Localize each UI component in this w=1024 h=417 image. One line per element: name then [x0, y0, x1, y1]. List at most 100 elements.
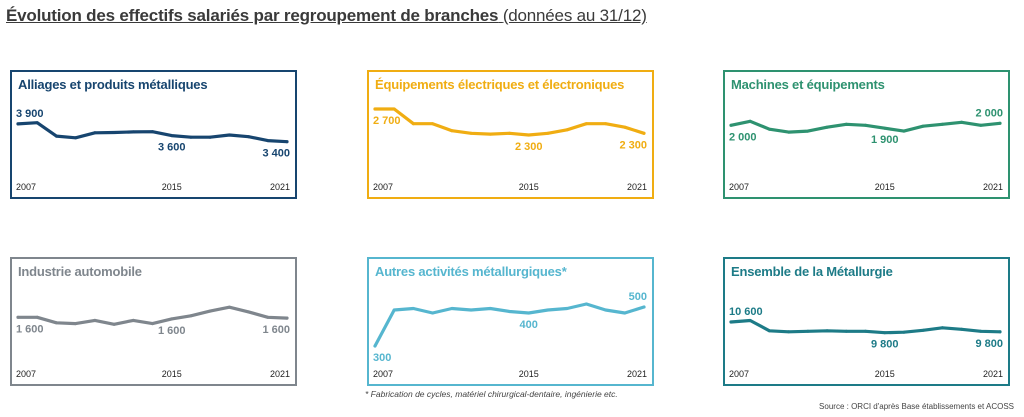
data-point — [392, 308, 396, 312]
chart-panel: Industrie automobile 2007 2015 2021 1 600 1 6… — [10, 257, 297, 386]
data-point — [604, 122, 608, 126]
data-point — [940, 326, 944, 330]
chart-title: Ensemble de la Métallurgie — [731, 264, 893, 279]
data-point — [883, 331, 887, 335]
data-label: 3 400 — [262, 148, 290, 160]
data-point — [16, 122, 20, 126]
data-point — [266, 315, 270, 319]
x-tick-label: 2021 — [270, 369, 290, 379]
data-point — [431, 122, 435, 126]
line-chart: 2007 2015 2021 300 400 500 — [373, 291, 647, 379]
x-tick-label: 2007 — [729, 369, 749, 379]
x-tick-label: 2015 — [162, 182, 182, 192]
data-point — [431, 311, 435, 315]
data-point — [902, 129, 906, 133]
data-point — [902, 330, 906, 334]
data-label: 2 300 — [619, 139, 647, 151]
data-point — [565, 307, 569, 310]
data-label: 2 300 — [515, 141, 543, 153]
title-sub: (données au 31/12) — [502, 6, 647, 25]
chart-title: Autres activités métallurgiques* — [375, 264, 567, 279]
data-point — [604, 308, 608, 312]
data-point — [189, 135, 193, 139]
data-point — [227, 133, 231, 137]
data-point — [787, 330, 791, 334]
data-point — [285, 140, 289, 144]
data-point — [748, 319, 752, 322]
data-point — [844, 122, 848, 126]
chart-title: Machines et équipements — [731, 77, 885, 92]
line-chart: 2007 2015 2021 3 900 3 600 3 400 — [16, 108, 290, 192]
data-point — [469, 131, 473, 135]
data-point — [112, 322, 116, 326]
line-chart: 2007 2015 2021 2 000 1 900 2 000 — [729, 107, 1003, 192]
data-point — [748, 119, 752, 123]
data-point — [546, 131, 550, 135]
data-point — [729, 320, 733, 324]
data-point — [16, 315, 20, 319]
chart-title: Industrie automobile — [18, 264, 142, 279]
data-point — [960, 120, 964, 124]
data-point — [623, 125, 627, 129]
data-point — [960, 327, 964, 331]
chart-panel: Ensemble de la Métallurgie 2007 2015 2021 10… — [723, 257, 1010, 386]
data-label: 1 600 — [158, 325, 186, 337]
data-label: 2 700 — [373, 115, 401, 127]
chart-panel: Machines et équipements 2007 2015 2021 2 000… — [723, 70, 1010, 199]
x-tick-label: 2015 — [519, 182, 539, 192]
data-point — [642, 305, 646, 309]
data-point — [54, 321, 58, 325]
data-point — [35, 121, 39, 125]
data-point — [392, 107, 396, 111]
data-point — [450, 307, 454, 310]
data-point — [469, 308, 473, 312]
page-title: Évolution des effectifs salariés par reg… — [6, 6, 647, 26]
title-main: Évolution des effectifs salariés par reg… — [6, 6, 499, 25]
line-chart: 2007 2015 2021 1 600 1 600 1 600 — [16, 305, 290, 379]
chart-panel: Équipements électriques et électroniques… — [367, 70, 654, 199]
data-point — [208, 135, 212, 139]
x-tick-label: 2007 — [16, 182, 36, 192]
x-tick-label: 2021 — [627, 182, 647, 192]
x-tick-label: 2021 — [983, 369, 1003, 379]
data-point — [450, 129, 454, 133]
data-label: 9 800 — [871, 339, 899, 351]
data-label: 2 000 — [975, 107, 1003, 119]
data-point — [864, 329, 867, 333]
data-point — [844, 329, 848, 333]
data-label: 2 000 — [729, 131, 757, 143]
data-label: 300 — [373, 352, 391, 364]
line-chart: 2007 2015 2021 2 700 2 300 2 300 — [373, 107, 647, 192]
data-point — [488, 307, 492, 310]
footnote: * Fabrication de cycles, matériel chirur… — [365, 389, 618, 399]
x-tick-label: 2015 — [875, 182, 895, 192]
data-point — [170, 134, 174, 138]
data-point — [285, 316, 289, 320]
data-point — [170, 317, 174, 321]
data-point — [979, 123, 983, 127]
source-note: Source : ORCI d'après Base établissement… — [819, 402, 1014, 411]
data-point — [527, 311, 531, 315]
data-point — [208, 309, 212, 313]
data-point — [998, 330, 1002, 334]
data-label: 9 800 — [975, 338, 1003, 350]
data-point — [546, 308, 550, 312]
data-point — [979, 329, 983, 333]
data-point — [864, 123, 867, 127]
data-point — [825, 329, 829, 333]
x-tick-label: 2007 — [373, 369, 393, 379]
data-point — [74, 136, 78, 140]
x-tick-label: 2021 — [627, 369, 647, 379]
data-point — [642, 131, 646, 135]
data-point — [93, 131, 97, 135]
chart-panel: Alliages et produits métalliques 2007 2015… — [10, 70, 297, 199]
data-point — [373, 107, 377, 111]
data-point — [488, 132, 492, 136]
data-point — [806, 329, 810, 333]
data-label: 3 900 — [16, 108, 44, 120]
data-point — [508, 310, 511, 313]
data-label: 10 600 — [729, 306, 763, 318]
data-point — [112, 131, 116, 134]
data-point — [921, 328, 925, 332]
data-point — [247, 310, 251, 314]
